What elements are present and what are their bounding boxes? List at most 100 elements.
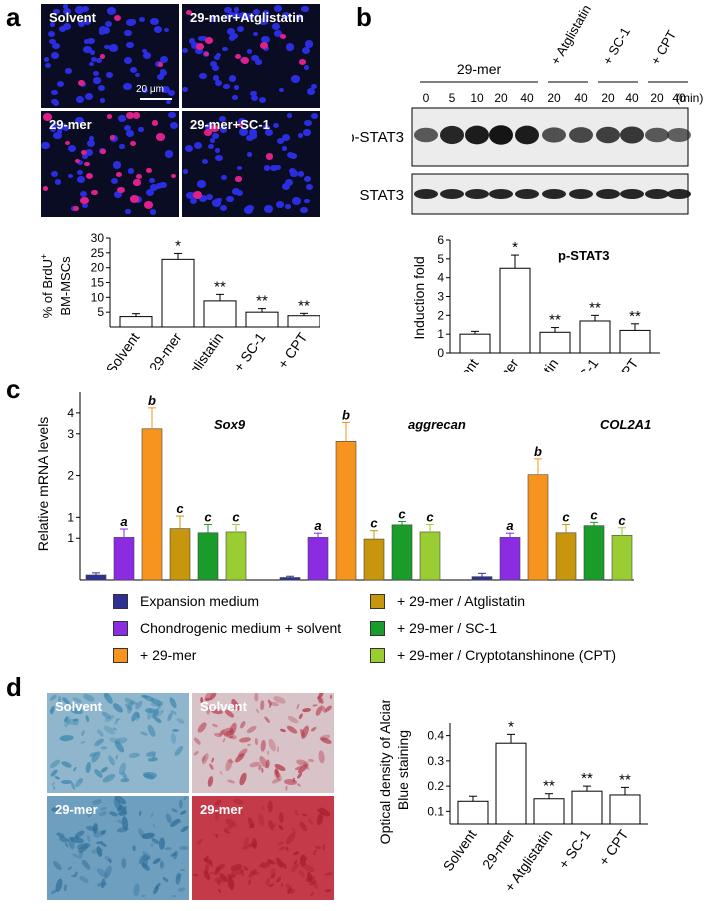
nucleus xyxy=(93,77,101,84)
nucleus xyxy=(307,88,315,95)
stained-cell xyxy=(267,738,278,753)
nucleus xyxy=(158,181,167,189)
nucleus xyxy=(88,136,95,141)
stained-cell xyxy=(114,754,119,760)
nucleus xyxy=(65,68,72,74)
category-label: + CPT xyxy=(605,355,641,372)
stained-cell xyxy=(132,882,141,897)
nucleus xyxy=(122,82,132,91)
panel-label-d: d xyxy=(6,672,22,702)
significance-letter: c xyxy=(370,516,378,531)
stained-cell xyxy=(175,716,186,725)
nucleus xyxy=(226,27,236,35)
nucleus xyxy=(99,98,106,103)
significance-letter: c xyxy=(204,509,212,524)
stained-cell xyxy=(292,808,300,817)
y-tick-label: 1 xyxy=(67,531,74,545)
category-label: 29-mer xyxy=(479,826,518,872)
stained-cell xyxy=(210,757,215,763)
stained-cell xyxy=(108,810,119,819)
stained-cell xyxy=(101,772,117,785)
micrograph-alcian-solvent: Solvent xyxy=(47,693,189,793)
stained-cell xyxy=(139,810,143,816)
stained-cell xyxy=(167,696,178,710)
y-tick-label: 5 xyxy=(437,252,444,266)
brdu-positive-nucleus xyxy=(115,172,122,178)
nucleus xyxy=(52,42,60,50)
nucleus xyxy=(239,128,248,136)
brdu-positive-nucleus xyxy=(91,189,99,196)
stained-cell xyxy=(275,875,283,884)
nucleus xyxy=(274,164,282,170)
brdu-positive-nucleus xyxy=(78,80,85,86)
nucleus xyxy=(246,152,253,157)
nucleus xyxy=(303,64,310,70)
brdu-positive-nucleus xyxy=(80,196,90,205)
stained-cell xyxy=(195,837,203,846)
stained-cell xyxy=(179,809,188,816)
nucleus xyxy=(258,17,268,26)
stained-cell xyxy=(212,722,219,728)
stained-cell xyxy=(80,858,92,872)
significance-mark: ** xyxy=(298,297,310,314)
nucleus xyxy=(201,36,208,42)
category-label: + SC-1 xyxy=(555,826,593,871)
micrograph-caption: Solvent xyxy=(49,10,96,25)
y-tick-label: 1 xyxy=(67,510,74,524)
nucleus xyxy=(58,122,67,130)
nucleus xyxy=(221,175,227,181)
nucleus xyxy=(111,178,119,184)
legend-label: + 29-mer xyxy=(140,647,197,663)
bar xyxy=(169,528,191,581)
nucleus xyxy=(255,59,262,65)
nucleus xyxy=(286,152,294,159)
nucleus xyxy=(237,117,247,125)
legend-swatch xyxy=(113,593,128,609)
stained-cell xyxy=(238,735,252,743)
nucleus xyxy=(270,164,278,171)
y-tick-label: 3 xyxy=(437,290,444,304)
band-stat3 xyxy=(515,189,539,199)
legend-label: + 29-mer / Atglistatin xyxy=(397,593,526,609)
bar xyxy=(611,534,633,581)
nucleus xyxy=(138,127,144,132)
bar xyxy=(619,329,651,354)
bar xyxy=(161,258,195,328)
stained-cell xyxy=(229,721,239,736)
bar xyxy=(113,537,135,581)
time-point-label: 20 xyxy=(547,91,561,105)
time-point-label: 0 xyxy=(423,91,430,105)
nucleus xyxy=(303,129,311,136)
stained-cell xyxy=(111,701,125,714)
brdu-positive-nucleus xyxy=(109,135,116,140)
stained-cell xyxy=(100,805,108,811)
brdu-positive-nucleus xyxy=(205,36,214,44)
nucleus xyxy=(82,6,90,13)
nucleus xyxy=(302,47,311,54)
nucleus xyxy=(75,95,84,103)
stained-cell xyxy=(132,845,136,852)
stained-cell xyxy=(79,740,86,745)
nucleus xyxy=(150,209,157,215)
nucleus xyxy=(291,197,301,205)
stained-cell xyxy=(297,820,309,833)
nucleus xyxy=(194,142,203,149)
nucleus xyxy=(297,171,305,178)
y-tick-label: 2 xyxy=(67,469,74,483)
nucleus xyxy=(190,42,199,49)
stained-cell xyxy=(260,768,264,773)
stained-cell xyxy=(170,732,177,745)
brdu-positive-nucleus xyxy=(130,195,139,203)
stained-cell xyxy=(278,824,285,831)
nucleus xyxy=(109,44,118,52)
nucleus xyxy=(159,56,168,64)
bar xyxy=(279,577,301,581)
bar xyxy=(527,474,549,581)
nucleus xyxy=(228,35,235,41)
bar xyxy=(307,537,329,581)
stained-cell xyxy=(278,811,284,823)
nucleus xyxy=(84,93,93,101)
band-stat3 xyxy=(620,189,644,199)
time-point-label: 40 xyxy=(574,91,588,105)
nucleus xyxy=(198,35,205,41)
